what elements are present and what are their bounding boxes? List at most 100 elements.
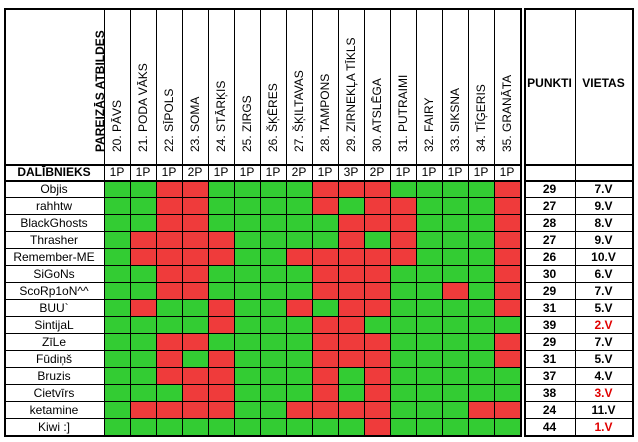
wrong-cell	[130, 299, 156, 316]
correct-cell	[416, 333, 442, 350]
question-points: 2P	[369, 165, 385, 179]
participant-points: 31	[542, 300, 557, 315]
participant-points: 28	[542, 215, 557, 230]
correct-cell	[234, 265, 260, 282]
correct-cell	[286, 231, 312, 248]
correct-cell	[468, 197, 494, 214]
participant-points: 30	[542, 266, 557, 281]
correct-cell	[416, 214, 442, 231]
correct-cell	[494, 316, 520, 333]
correct-cell	[234, 180, 260, 197]
wrong-cell	[208, 231, 234, 248]
correct-cell	[286, 316, 312, 333]
correct-cell	[286, 333, 312, 350]
wrong-cell	[364, 350, 390, 367]
wrong-cell	[338, 180, 364, 197]
grid-line	[524, 299, 633, 300]
wrong-cell	[364, 265, 390, 282]
correct-cell	[130, 282, 156, 299]
wrong-cell	[286, 299, 312, 316]
participant-points: 29	[542, 334, 557, 349]
participant-place: 4.V	[594, 368, 613, 383]
grid-line	[524, 180, 634, 182]
correct-cell	[234, 418, 260, 435]
correct-cell	[260, 367, 286, 384]
wrong-cell	[364, 418, 390, 435]
grid-line	[524, 282, 633, 283]
correct-cell	[260, 265, 286, 282]
correct-cell	[130, 214, 156, 231]
wrong-cell	[182, 282, 208, 299]
correct-cell	[442, 299, 468, 316]
wrong-cell	[156, 265, 182, 282]
wrong-cell	[364, 384, 390, 401]
correct-cell	[286, 197, 312, 214]
correct-cell	[286, 418, 312, 435]
wrong-cell	[364, 333, 390, 350]
question-label-text: 34. TĪĢERIS	[474, 84, 488, 152]
grid-line	[4, 197, 521, 198]
correct-cell	[182, 350, 208, 367]
correct-cell	[416, 350, 442, 367]
grid-line	[468, 8, 469, 436]
correct-cell	[468, 265, 494, 282]
grid-line	[156, 8, 157, 436]
participant-name: ZīLe	[41, 334, 66, 349]
grid-line	[4, 316, 521, 317]
participant-name: BUU`	[39, 300, 69, 315]
grid-line	[4, 231, 521, 232]
correct-cell	[104, 350, 130, 367]
wrong-cell	[442, 282, 468, 299]
participant-name: Thrasher	[29, 232, 79, 247]
participant-points: 29	[542, 283, 557, 298]
correct-cell	[130, 333, 156, 350]
grid-line	[524, 8, 634, 10]
wrong-cell	[182, 384, 208, 401]
question-points: 1P	[317, 165, 333, 179]
wrong-cell	[338, 248, 364, 265]
correct-cell	[260, 282, 286, 299]
correct-cell	[442, 316, 468, 333]
question-points: 1P	[473, 165, 489, 179]
question-points: 2P	[187, 165, 203, 179]
wrong-cell	[182, 214, 208, 231]
correct-cell	[442, 265, 468, 282]
wrong-cell	[494, 299, 520, 316]
correct-cell	[260, 401, 286, 418]
grid-line	[4, 180, 522, 182]
correct-cell	[208, 214, 234, 231]
correct-cell	[130, 350, 156, 367]
correct-cell	[208, 282, 234, 299]
participant-points: 31	[542, 351, 557, 366]
correct-cell	[130, 316, 156, 333]
question-label-text: 29. ZIRNEKĻA TĪKLS	[344, 37, 358, 153]
grid-line	[182, 8, 183, 436]
wrong-cell	[364, 214, 390, 231]
correct-cell	[468, 367, 494, 384]
grid-line	[524, 418, 633, 419]
correct-cell	[442, 384, 468, 401]
participant-points: 37	[542, 368, 557, 383]
correct-cell	[260, 299, 286, 316]
wrong-cell	[182, 401, 208, 418]
grid-line	[4, 214, 521, 215]
correct-cell	[364, 231, 390, 248]
question-label-text: 31. PUTRAIMI	[396, 74, 410, 152]
correct-cell	[208, 197, 234, 214]
grid-line	[4, 265, 521, 266]
correct-cell	[468, 214, 494, 231]
wrong-cell	[130, 231, 156, 248]
correct-cell	[104, 180, 130, 197]
wrong-cell	[312, 265, 338, 282]
participant-place: 8.V	[594, 215, 613, 230]
correct-cell	[286, 265, 312, 282]
grid-line	[416, 8, 417, 436]
correct-cell	[104, 282, 130, 299]
correct-cell	[468, 231, 494, 248]
question-points: 1P	[135, 165, 151, 179]
correct-cell	[156, 418, 182, 435]
grid-line	[260, 8, 261, 436]
correct-cell	[260, 214, 286, 231]
wrong-cell	[390, 231, 416, 248]
correct-cell	[442, 214, 468, 231]
